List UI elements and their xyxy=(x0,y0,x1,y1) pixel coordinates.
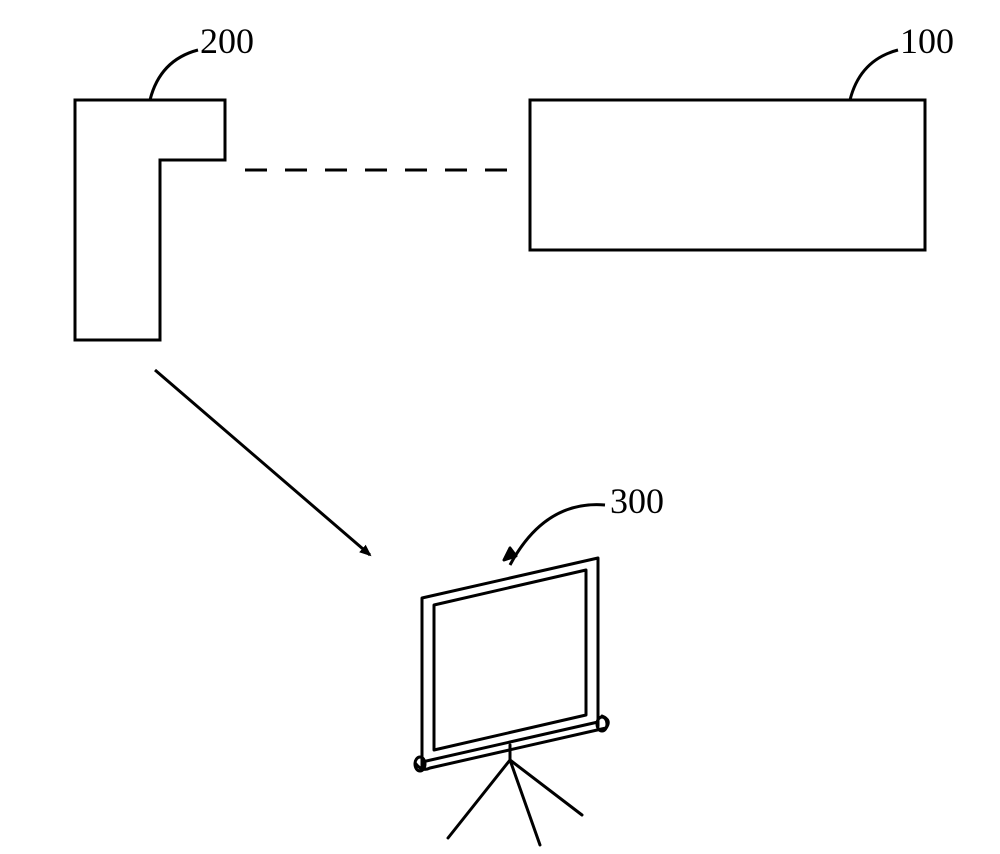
node-200-shape xyxy=(75,100,225,340)
leader-100 xyxy=(850,50,898,100)
label-100: 100 xyxy=(900,20,954,62)
label-200: 200 xyxy=(200,20,254,62)
leader-300 xyxy=(510,505,605,565)
label-300: 300 xyxy=(610,480,664,522)
leader-200 xyxy=(150,50,198,100)
node-100-shape xyxy=(530,100,925,250)
node-300-shape xyxy=(415,548,608,845)
diagram-canvas: 200 100 300 xyxy=(0,0,1000,849)
diagram-svg xyxy=(0,0,1000,849)
edge-200-300 xyxy=(155,370,370,555)
